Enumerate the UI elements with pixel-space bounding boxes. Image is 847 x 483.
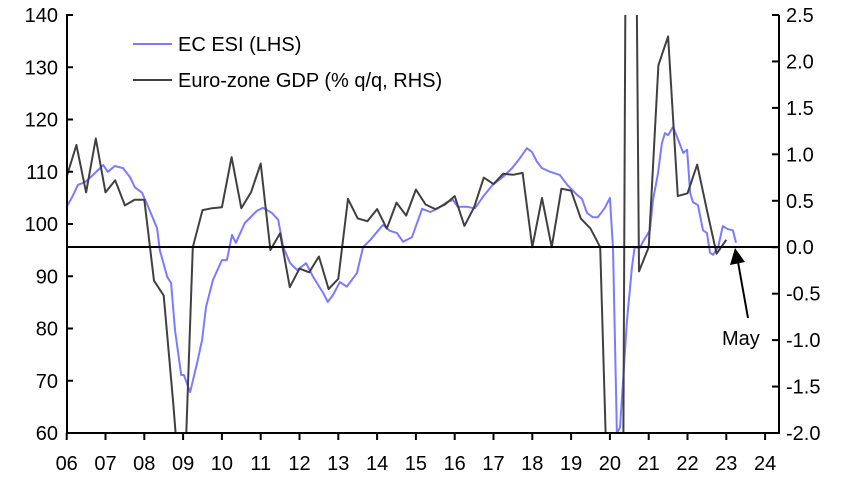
plot-area — [65, 14, 737, 434]
right-y-tick-label: 0.5 — [786, 191, 814, 213]
x-tick-label: 14 — [366, 453, 388, 475]
right-y-tick-label: 1.0 — [786, 144, 814, 166]
x-tick-label: 13 — [327, 453, 349, 475]
legend: EC ESI (LHS) Euro-zone GDP (% q/q, RHS) — [133, 34, 442, 92]
x-tick-label: 22 — [676, 453, 698, 475]
right-y-tick-label: -1.0 — [786, 330, 820, 352]
left-y-tick-label: 130 — [25, 57, 58, 79]
x-tick-label: 06 — [56, 453, 78, 475]
x-tick-label: 12 — [288, 453, 310, 475]
left-y-tick-label: 70 — [36, 371, 58, 393]
left-y-tick-label: 120 — [25, 110, 58, 132]
x-tick-label: 08 — [133, 453, 155, 475]
may-annotation: May — [722, 248, 760, 350]
left-y-tick-label: 90 — [36, 266, 58, 288]
right-y-tick-label: 2.5 — [786, 5, 814, 27]
right-y-tick-label: 1.5 — [786, 98, 814, 120]
left-y-tick-label: 100 — [25, 214, 58, 236]
x-tick-label: 10 — [211, 453, 233, 475]
legend-label-gdp: Euro-zone GDP (% q/q, RHS) — [178, 70, 442, 92]
arrow-head-icon — [730, 248, 745, 265]
right-y-tick-label: -2.0 — [786, 423, 820, 445]
annotation-label: May — [722, 328, 760, 350]
x-tick-label: 11 — [250, 453, 271, 475]
x-tick-label: 07 — [94, 453, 116, 475]
legend-label-esi: EC ESI (LHS) — [178, 34, 301, 56]
annotation-arrow — [737, 261, 749, 319]
right-y-tick-label: -0.5 — [786, 284, 820, 306]
left-y-tick-label: 110 — [26, 162, 58, 184]
x-tick-label: 16 — [444, 453, 466, 475]
left-y-tick-label: 140 — [25, 5, 58, 27]
right-y-tick-label: 0.0 — [786, 237, 814, 259]
x-tick-label: 21 — [638, 453, 660, 475]
x-tick-label: 18 — [521, 453, 543, 475]
x-tick-label: 23 — [715, 453, 737, 475]
x-tick-label: 09 — [172, 453, 194, 475]
left-y-tick-label: 80 — [36, 319, 58, 341]
gdp-line — [65, 14, 728, 434]
x-tick-label: 19 — [560, 453, 582, 475]
esi-line — [65, 125, 737, 434]
x-tick-label: 17 — [482, 453, 504, 475]
x-tick-label: 20 — [599, 453, 621, 475]
right-y-tick-label: 2.0 — [786, 51, 814, 73]
right-y-tick-label: -1.5 — [786, 377, 820, 399]
left-y-tick-label: 60 — [36, 423, 58, 445]
x-tick-label: 24 — [754, 453, 776, 475]
x-tick-label: 15 — [405, 453, 427, 475]
